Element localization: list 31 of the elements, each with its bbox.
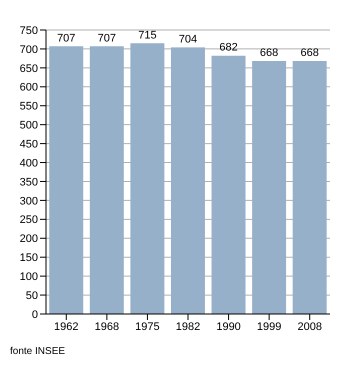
y-tick-label: 250: [20, 214, 38, 226]
x-tick-label: 1962: [54, 320, 79, 333]
source-note: fonte INSEE: [10, 346, 66, 357]
data-label: 704: [178, 33, 198, 46]
x-tick-label: 1975: [135, 320, 160, 333]
data-label: 668: [300, 47, 319, 60]
data-label: 707: [57, 32, 76, 44]
y-tick-label: 300: [20, 195, 38, 208]
data-label: 707: [98, 32, 116, 44]
y-tick-label: 350: [20, 176, 38, 188]
y-tick-label: 500: [20, 120, 38, 132]
x-tick-label: 1999: [256, 320, 282, 333]
y-tick-label: 550: [20, 100, 38, 113]
y-tick-label: 400: [20, 157, 38, 170]
data-label: 682: [219, 42, 238, 54]
x-tick-label: 2008: [297, 320, 322, 333]
x-tick-label: 1968: [94, 320, 120, 333]
y-tick-label: 450: [20, 138, 38, 151]
y-tick-label: 600: [20, 82, 38, 94]
y-tick-label: 150: [20, 252, 38, 264]
y-tick-label: 100: [20, 271, 38, 284]
x-tick-label: 1990: [216, 320, 241, 333]
y-tick-label: 700: [20, 44, 38, 56]
data-label: 715: [138, 29, 157, 42]
y-tick-label: 50: [26, 290, 38, 302]
y-tick-label: 0: [32, 308, 38, 321]
y-tick-label: 200: [20, 233, 38, 246]
y-tick-label: 650: [20, 62, 38, 75]
x-tick-label: 1982: [176, 320, 200, 333]
y-tick-label: 750: [20, 24, 38, 37]
data-label: 668: [260, 47, 278, 60]
